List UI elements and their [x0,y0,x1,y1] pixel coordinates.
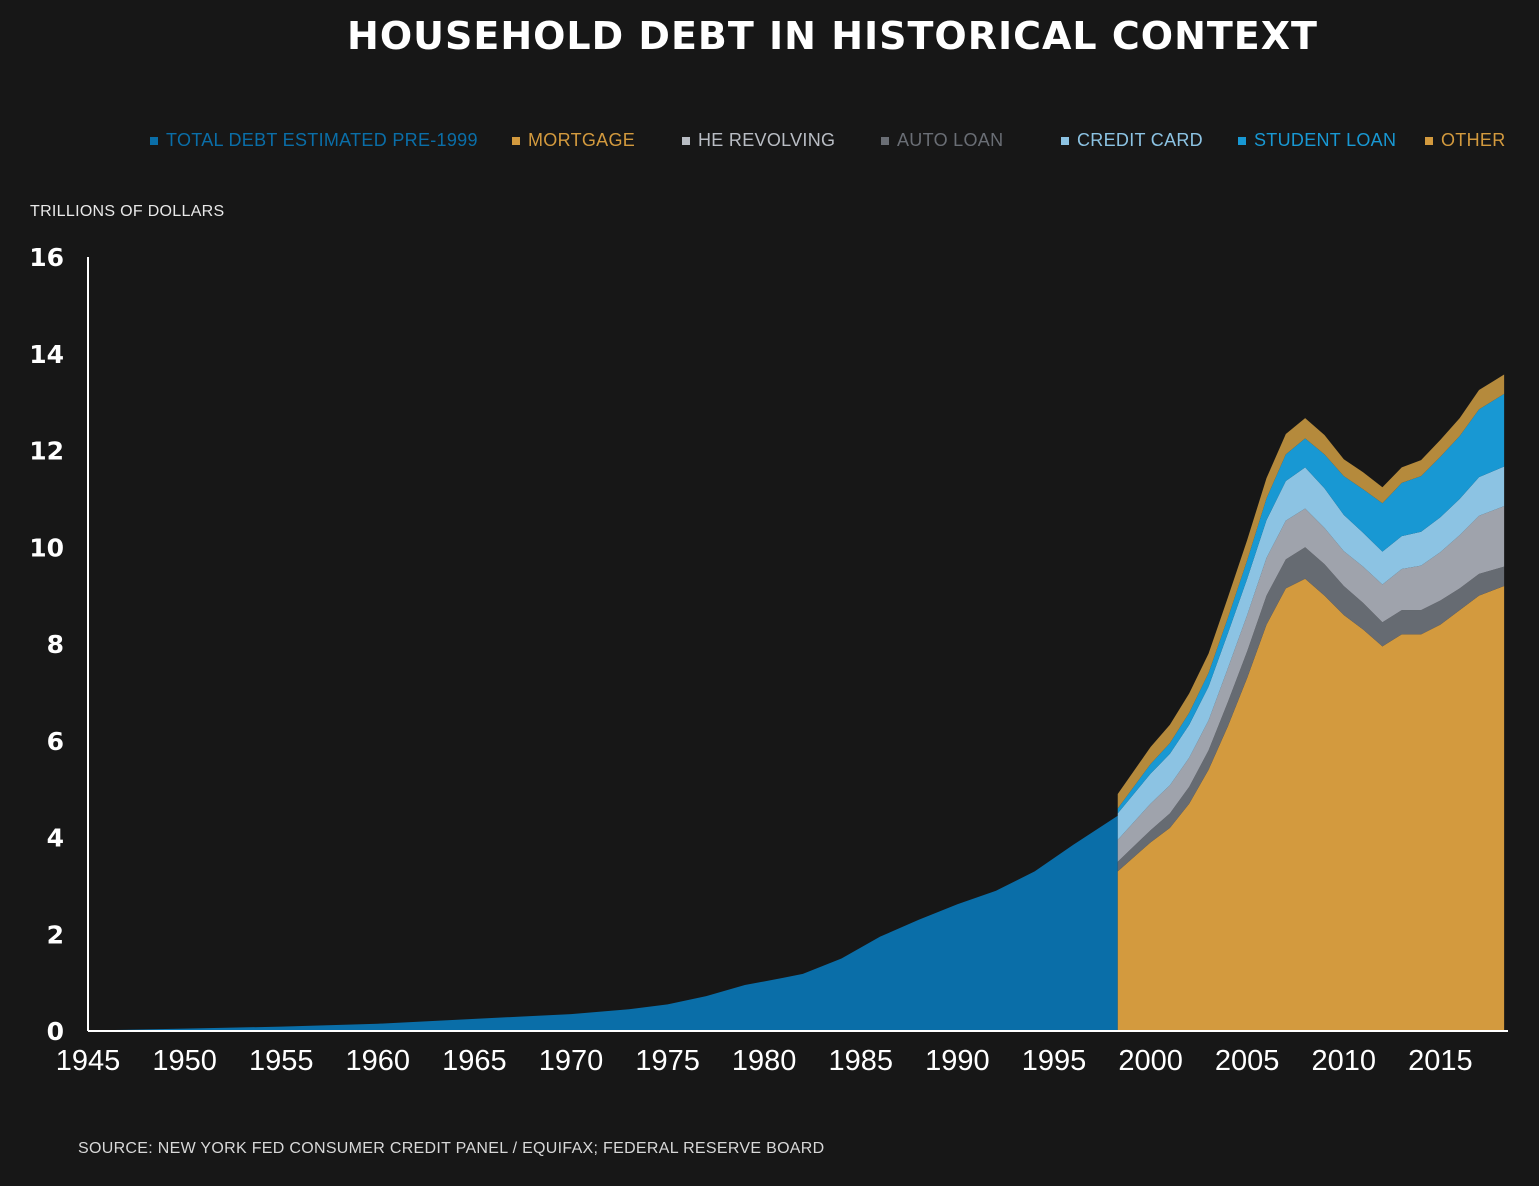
source-note: SOURCE: NEW YORK FED CONSUMER CREDIT PAN… [78,1140,825,1157]
legend-label-credit-card: CREDIT CARD [1077,130,1203,150]
legend-swatch-other [1425,136,1433,145]
x-tick-label: 1970 [539,1045,604,1077]
x-tick-label: 1945 [56,1045,121,1077]
legend: TOTAL DEBT ESTIMATED PRE-1999 MORTGAGE H… [150,130,1510,154]
legend-swatch-he-revolving [682,136,690,145]
x-tick-label: 2010 [1312,1045,1377,1077]
legend-item-other: OTHER [1425,130,1506,151]
x-tick-label: 1975 [635,1045,700,1077]
legend-item-mortgage: MORTGAGE [512,130,635,151]
area-auto-loan [1117,506,1505,862]
x-tick-label: 1985 [829,1045,894,1077]
area-he-revolving [1117,547,1505,872]
x-tick-label: 1980 [732,1045,797,1077]
legend-label-mortgage: MORTGAGE [528,130,636,150]
y-tick-label: 8 [47,630,64,659]
x-axis-ticks: 1945 1950 1955 1960 1965 1970 1975 1980 1985 1990… [56,1045,1473,1077]
x-tick-label: 1965 [442,1045,507,1077]
legend-swatch-student-loan [1238,136,1246,145]
x-tick-label: 1995 [1022,1045,1087,1077]
y-tick-label: 6 [47,727,64,756]
area-total-debt-estimated-pre-1999 [88,815,1118,1031]
legend-swatch-total-debt [150,136,158,145]
y-tick-label: 4 [47,824,64,853]
legend-swatch-auto-loan [881,136,889,145]
x-tick-label: 2005 [1215,1045,1280,1077]
x-tick-label: 1990 [925,1045,990,1077]
y-axis-ticks: 0 2 4 6 8 10 12 14 16 [29,243,64,1046]
x-tick-label: 2000 [1118,1045,1183,1077]
y-tick-label: 0 [47,1017,64,1046]
x-tick-label: 2015 [1408,1045,1473,1077]
y-tick-label: 16 [29,243,64,272]
legend-swatch-mortgage [512,136,520,145]
legend-item-auto-loan: AUTO LOAN [881,130,1003,151]
x-tick-label: 1960 [346,1045,411,1077]
legend-item-total-debt: TOTAL DEBT ESTIMATED PRE-1999 [150,130,478,151]
legend-item-credit-card: CREDIT CARD [1061,130,1203,151]
legend-swatch-credit-card [1061,136,1069,145]
legend-label-student-loan: STUDENT LOAN [1254,130,1397,150]
legend-item-student-loan: STUDENT LOAN [1238,130,1396,151]
area-credit-card [1117,466,1505,840]
legend-label-total-debt: TOTAL DEBT ESTIMATED PRE-1999 [166,130,478,150]
y-tick-label: 2 [47,920,64,949]
legend-label-he-revolving: HE REVOLVING [698,130,836,150]
x-tick-label: 1955 [249,1045,314,1077]
chart-title: HOUSEHOLD DEBT IN HISTORICAL CONTEXT [347,14,1318,58]
legend-label-other: OTHER [1441,130,1506,150]
legend-item-he-revolving: HE REVOLVING [682,130,835,151]
area-student-loan [1117,393,1505,814]
y-tick-label: 10 [29,533,64,562]
area-mortgage [1117,578,1505,1031]
y-tick-label: 14 [29,340,64,369]
area-other [1117,374,1505,809]
y-axis-unit-label: TRILLIONS OF DOLLARS [30,203,225,220]
legend-label-auto-loan: AUTO LOAN [897,130,1004,150]
y-tick-label: 12 [29,437,64,466]
x-tick-label: 1950 [152,1045,217,1077]
chart-areas [88,374,1505,1031]
